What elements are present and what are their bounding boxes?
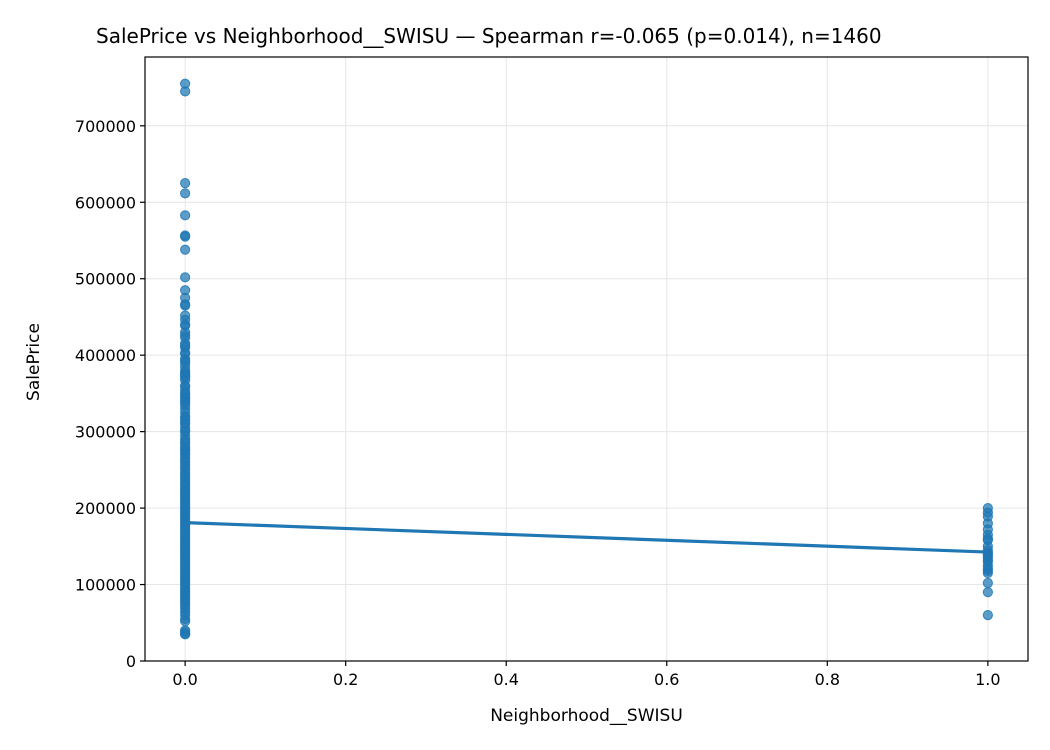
data-point bbox=[982, 577, 993, 589]
data-point bbox=[982, 610, 993, 621]
y-tick-label: 500000 bbox=[75, 270, 136, 289]
y-tick-label: 300000 bbox=[75, 423, 136, 442]
data-point bbox=[180, 616, 191, 627]
y-tick-label: 700000 bbox=[75, 117, 136, 136]
y-axis-label: SalePrice bbox=[24, 323, 44, 401]
fit-line-layer bbox=[185, 521, 988, 554]
data-point bbox=[180, 178, 191, 189]
x-axis-label: Neighborhood__SWISU bbox=[490, 706, 683, 726]
x-tick-label: 1.0 bbox=[975, 670, 1000, 689]
points-layer bbox=[180, 78, 993, 640]
grid-layer bbox=[145, 57, 1028, 662]
x-tick-label: 0.6 bbox=[654, 670, 679, 689]
data-point bbox=[180, 210, 191, 221]
data-point bbox=[180, 86, 191, 97]
x-tick-label: 0.0 bbox=[172, 670, 197, 689]
data-point bbox=[180, 188, 191, 199]
y-tick-label: 0 bbox=[126, 652, 136, 671]
x-tick-label: 0.2 bbox=[333, 670, 358, 689]
data-point bbox=[180, 300, 191, 311]
ticks-layer: 0.0 0.2 0.4 0.6 0.8 1.0 0 100000 200000 300000 400… bbox=[75, 117, 1001, 689]
data-point bbox=[982, 567, 993, 579]
data-point bbox=[180, 272, 191, 283]
y-tick-label: 200000 bbox=[75, 499, 136, 518]
data-point bbox=[180, 231, 191, 242]
data-point bbox=[180, 629, 191, 640]
plot-frame bbox=[144, 56, 1029, 662]
y-tick-label: 400000 bbox=[75, 346, 136, 365]
y-tick-label: 600000 bbox=[75, 193, 136, 212]
x-tick-label: 0.8 bbox=[815, 670, 840, 689]
y-tick-label: 100000 bbox=[75, 576, 136, 595]
data-point bbox=[982, 587, 993, 598]
chart-title: SalePrice vs Neighborhood__SWISU — Spear… bbox=[96, 24, 882, 48]
fit-line bbox=[185, 521, 988, 554]
x-tick-label: 0.4 bbox=[494, 670, 519, 689]
data-point bbox=[180, 244, 191, 255]
